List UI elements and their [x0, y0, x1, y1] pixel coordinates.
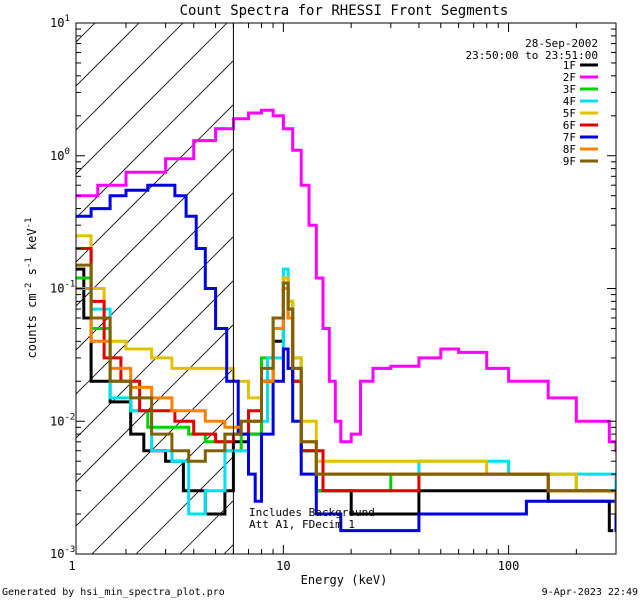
- y-tick-label: 10-3: [50, 545, 75, 561]
- y-tick-label: 100: [50, 147, 70, 163]
- hatch-line: [576, 0, 640, 554]
- series-5F-line: [76, 234, 616, 516]
- date-label: 28-Sep-2002: [525, 37, 598, 50]
- series-3F-line: [76, 276, 616, 516]
- hatch-line: [620, 0, 640, 554]
- series-8F-line: [76, 287, 616, 516]
- legend-label-3F: 3F: [563, 83, 576, 96]
- hatch-line: [76, 148, 234, 307]
- series-layer: [76, 108, 616, 533]
- x-tick-label: 1: [68, 559, 75, 573]
- hatch-line: [312, 0, 640, 554]
- y-tick-label: 10-2: [50, 412, 75, 428]
- legend-label-8F: 8F: [563, 143, 576, 156]
- hatch-line: [76, 23, 184, 131]
- x-tick-label: 100: [498, 559, 520, 573]
- hatch-line: [76, 104, 234, 263]
- legend-label-4F: 4F: [563, 95, 576, 108]
- series-7F-line: [76, 183, 616, 533]
- y-tick-labels: 10-3 10-2 10-1 100 101: [50, 14, 75, 561]
- time-range-label: 23:50:00 to 23:51:00: [466, 49, 598, 62]
- x-tick-labels: 1 10 100: [68, 559, 519, 573]
- hatch-line: [444, 0, 640, 554]
- axis-ticks: [76, 22, 617, 555]
- hatch-line: [76, 368, 234, 527]
- x-axis-label: Energy (keV): [301, 573, 388, 587]
- hatch-line: [91, 412, 234, 554]
- hatch-line: [532, 0, 640, 554]
- legend-label-5F: 5F: [563, 107, 576, 120]
- hatch-line: [76, 192, 234, 351]
- chart-title: Count Spectra for RHESSI Front Segments: [180, 3, 509, 19]
- y-axis-label: counts cm-2 s-1 keV-1: [24, 218, 39, 359]
- hatched-region: [76, 0, 640, 554]
- legend-label-2F: 2F: [563, 71, 576, 84]
- series-2F-line: [76, 108, 616, 453]
- y-tick-label: 10-1: [50, 280, 75, 296]
- legend-label-7F: 7F: [563, 131, 576, 144]
- annotation-background: Includes Background: [249, 506, 375, 519]
- series-9F-line: [76, 263, 616, 516]
- hatch-line: [400, 0, 640, 554]
- legend-label-6F: 6F: [563, 119, 576, 132]
- annotation-attenuator: Att A1, FDecim 1: [249, 518, 355, 531]
- footer-timestamp: 9-Apr-2023 22:49: [542, 587, 638, 598]
- x-tick-label: 10: [276, 559, 290, 573]
- hatch-line: [76, 60, 234, 219]
- legend-label-1F: 1F: [563, 59, 576, 72]
- hatch-line: [76, 280, 234, 439]
- hatch-line: [76, 23, 228, 175]
- y-tick-label: 101: [50, 14, 70, 30]
- hatch-line: [356, 0, 640, 554]
- legend-label-9F: 9F: [563, 155, 576, 168]
- footer-generator: Generated by hsi_min_spectra_plot.pro: [2, 587, 225, 598]
- hatch-line: [76, 324, 234, 483]
